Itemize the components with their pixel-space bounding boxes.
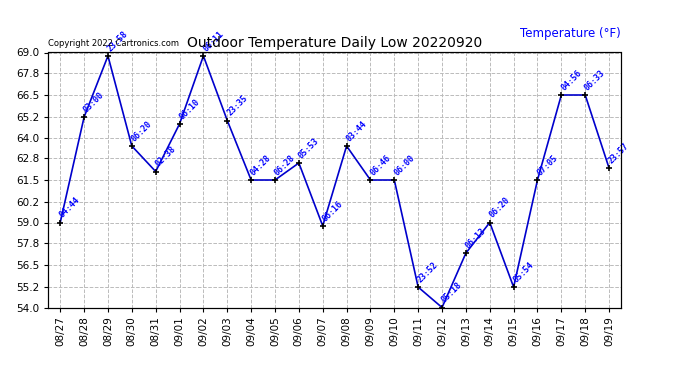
Text: 06:20: 06:20 bbox=[488, 196, 511, 220]
Text: 03:00: 03:00 bbox=[82, 90, 106, 114]
Text: 23:57: 23:57 bbox=[607, 141, 631, 165]
Text: 04:56: 04:56 bbox=[559, 68, 583, 92]
Text: 05:54: 05:54 bbox=[511, 260, 535, 284]
Text: Copyright 2022 Cartronics.com: Copyright 2022 Cartronics.com bbox=[48, 39, 179, 48]
Text: 06:11: 06:11 bbox=[201, 29, 225, 53]
Text: 07:05: 07:05 bbox=[535, 153, 560, 177]
Text: 06:00: 06:00 bbox=[392, 153, 416, 177]
Text: 03:44: 03:44 bbox=[344, 119, 368, 143]
Text: 04:28: 04:28 bbox=[249, 153, 273, 177]
Text: 23:52: 23:52 bbox=[416, 260, 440, 284]
Text: 06:33: 06:33 bbox=[583, 68, 607, 92]
Text: 02:38: 02:38 bbox=[153, 145, 177, 169]
Text: 04:44: 04:44 bbox=[58, 196, 82, 220]
Text: 23:35: 23:35 bbox=[225, 94, 249, 118]
Text: 06:28: 06:28 bbox=[273, 153, 297, 177]
Text: 06:20: 06:20 bbox=[130, 119, 154, 143]
Text: 06:46: 06:46 bbox=[368, 153, 393, 177]
Text: 06:10: 06:10 bbox=[177, 97, 201, 121]
Text: 06:13: 06:13 bbox=[464, 226, 488, 251]
Text: 05:18: 05:18 bbox=[440, 280, 464, 305]
Title: Outdoor Temperature Daily Low 20220920: Outdoor Temperature Daily Low 20220920 bbox=[187, 36, 482, 50]
Text: Temperature (°F): Temperature (°F) bbox=[520, 27, 621, 40]
Text: 23:58: 23:58 bbox=[106, 29, 130, 53]
Text: 05:53: 05:53 bbox=[297, 136, 321, 160]
Text: 06:16: 06:16 bbox=[321, 199, 344, 223]
